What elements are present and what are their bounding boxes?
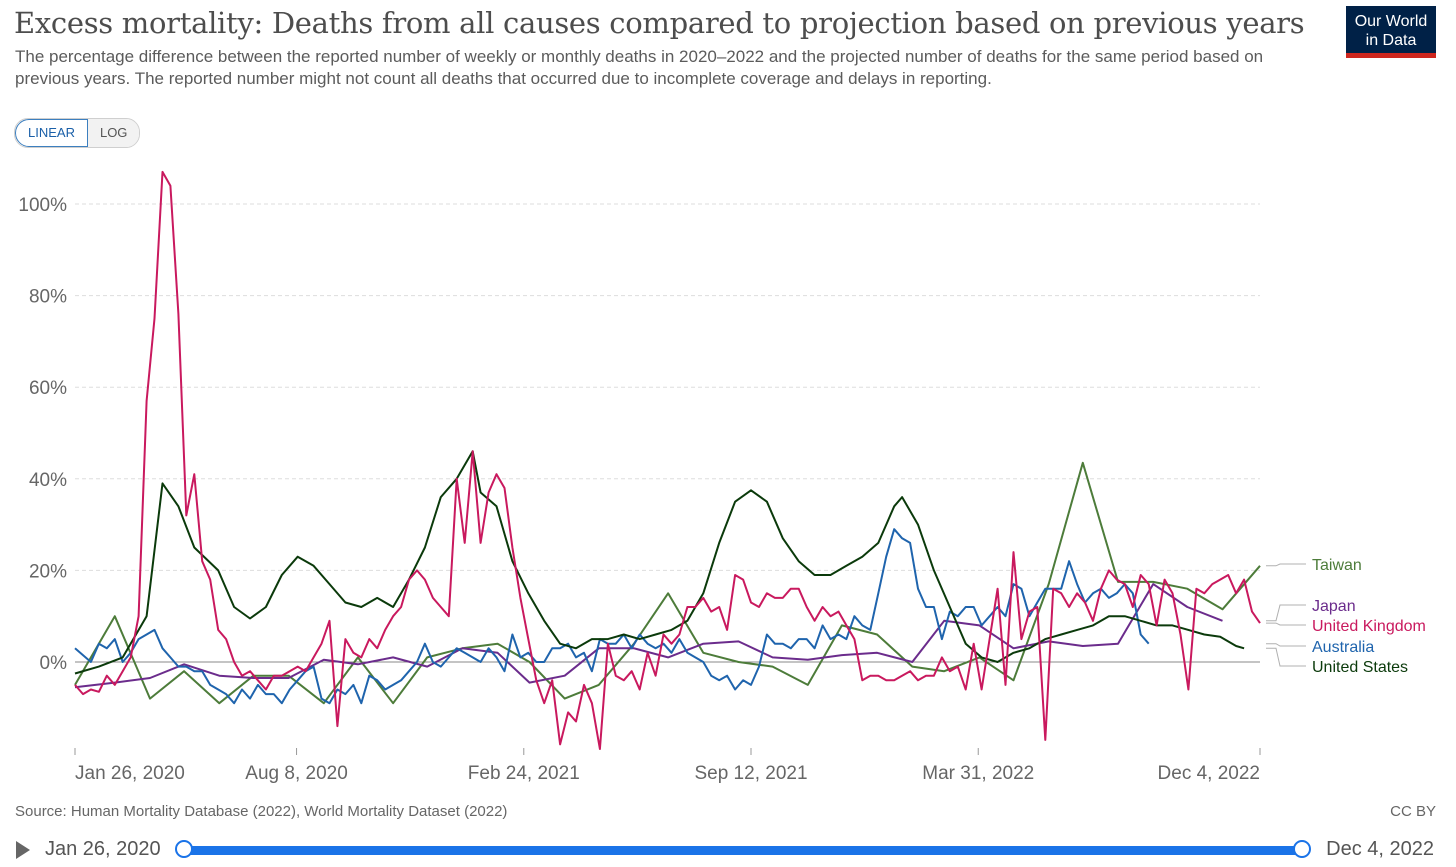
series-line-australia [74,528,1150,705]
play-icon[interactable] [16,841,30,859]
timeline-end-label: Dec 4, 2022 [1326,838,1434,860]
series-line-united-states [74,450,1245,675]
timeline: Jan 26, 2020 Dec 4, 2022 [0,832,1456,867]
x-tick-label: Jan 26, 2020 [75,763,185,784]
logo-line1: Our World [1354,13,1428,30]
x-tick-label: Dec 4, 2022 [1158,763,1260,784]
timeline-start-handle[interactable] [175,840,193,858]
excess-mortality-chart[interactable]: 0% 20% 40% 60% 80% 100% Jan 26, 2020 Aug 8, 20… [0,150,1456,800]
y-gridlines: 0% 20% 40% 60% 80% 100% [18,195,1260,674]
y-tick-label: 20% [29,561,67,582]
legend-label-australia: Australia [1312,639,1374,656]
legend: Taiwan Japan United Kingdom Australia United… [1266,557,1426,676]
legend-connector-japan [1266,604,1306,622]
logo-line2: in Data [1365,32,1417,49]
legend-connector-australia [1266,643,1306,647]
y-tick-label: 0% [40,653,68,674]
timeline-start-label: Jan 26, 2020 [45,838,161,860]
legend-label-taiwan: Taiwan [1312,557,1362,574]
linear-scale-button[interactable]: LINEAR [15,119,88,147]
series-line-united-kingdom [74,170,1261,750]
legend-connector-taiwan [1266,563,1306,567]
timeline-track[interactable] [183,846,1303,855]
legend-connector-united-states [1266,647,1306,667]
series-line-taiwan [74,461,1261,705]
series-lines [74,170,1261,750]
x-tick-label: Aug 8, 2020 [245,763,347,784]
series-line-japan [74,583,1223,689]
x-tick-label: Mar 31, 2022 [922,763,1034,784]
y-tick-label: 60% [29,378,67,399]
legend-label-united-states: United States [1312,659,1408,676]
chart-title: Excess mortality: Deaths from all causes… [14,6,1305,40]
y-tick-label: 40% [29,470,67,491]
x-tick-label: Feb 24, 2021 [468,763,580,784]
legend-label-japan: Japan [1312,598,1356,615]
license-link[interactable]: CC BY [1390,803,1436,820]
scale-toggle: LINEAR LOG [14,118,141,148]
x-tick-label: Sep 12, 2021 [694,763,807,784]
chart-subtitle: The percentage difference between the re… [15,47,1264,88]
x-axis: Jan 26, 2020 Aug 8, 2020 Feb 24, 2021 Sep 1… [74,748,1261,784]
y-tick-label: 80% [29,287,67,308]
legend-connector-united-kingdom [1266,622,1306,626]
source-note: Source: Human Mortality Database (2022),… [15,803,508,820]
log-scale-button[interactable]: LOG [87,119,140,147]
owid-logo[interactable]: Our World in Data [1346,6,1436,58]
timeline-end-handle[interactable] [1293,840,1311,858]
legend-label-united-kingdom: United Kingdom [1312,618,1426,635]
y-tick-label: 100% [18,195,67,216]
